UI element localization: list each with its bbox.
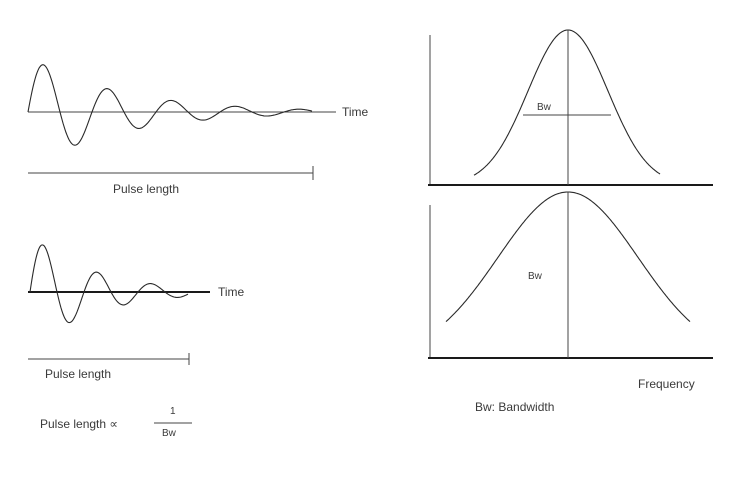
narrow-spectrum-diagram: Bw xyxy=(428,29,713,186)
bw-label-bottom: Bw xyxy=(528,271,543,282)
pulse-length-label-bottom: Pulse length xyxy=(45,367,111,381)
bw-label-top: Bw xyxy=(537,102,552,113)
time-label-top: Time xyxy=(342,105,369,119)
short-pulse-diagram: Time Pulse length xyxy=(28,244,245,381)
time-label-bottom: Time xyxy=(218,285,245,299)
long-pulse-diagram: Time Pulse length xyxy=(27,64,369,196)
formula-denominator: Bw xyxy=(162,428,177,439)
long-damped-wave xyxy=(27,64,313,146)
narrow-spectrum-curve xyxy=(473,29,661,176)
wide-spectrum-diagram: Bw Frequency xyxy=(428,191,713,391)
pulse-length-label-top: Pulse length xyxy=(113,182,179,196)
wide-spectrum-curve xyxy=(445,191,691,323)
frequency-label: Frequency xyxy=(638,377,695,391)
formula-numerator: 1 xyxy=(170,406,176,417)
pulse-length-formula: Pulse length ∝ 1 Bw xyxy=(40,406,192,439)
formula-lhs: Pulse length ∝ xyxy=(40,417,118,431)
short-damped-wave xyxy=(29,244,189,324)
bandwidth-legend: Bw: Bandwidth xyxy=(475,400,554,414)
